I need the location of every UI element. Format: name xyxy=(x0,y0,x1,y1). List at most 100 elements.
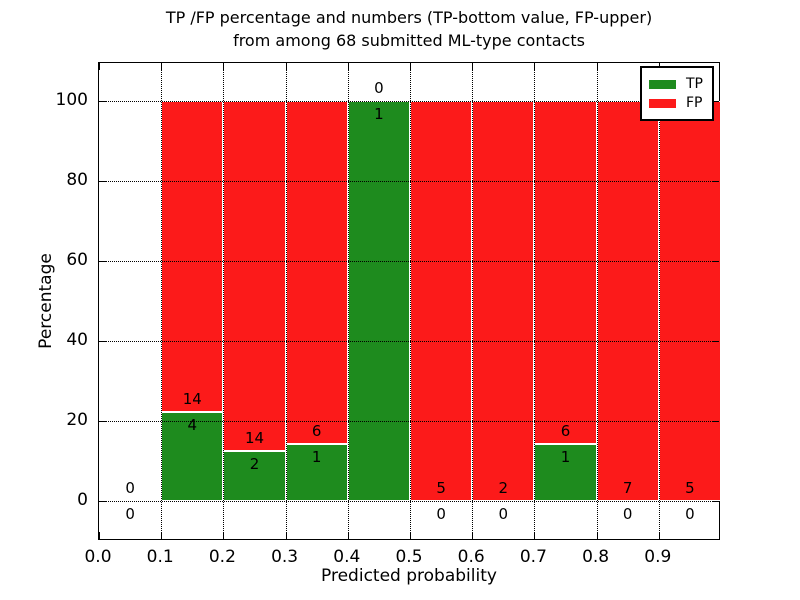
legend-label-tp: TP xyxy=(686,76,703,92)
annotation-fp-count: 5 xyxy=(685,479,695,497)
x-tick-top xyxy=(410,63,411,70)
y-gridline xyxy=(99,261,719,262)
xtick-label: 0.2 xyxy=(208,547,236,567)
y-tick-left xyxy=(99,341,106,342)
x-tick-bottom xyxy=(347,532,349,539)
chart-title: TP /FP percentage and numbers (TP-bottom… xyxy=(98,6,720,52)
annotation-tp-count: 1 xyxy=(311,447,322,466)
x-axis-label: Predicted probability xyxy=(321,566,497,586)
xtick-label: 0.4 xyxy=(333,547,361,567)
legend-item-tp: TP xyxy=(649,76,703,92)
annotation-fp-count: 7 xyxy=(622,479,633,497)
ytick-label: 0 xyxy=(77,490,88,510)
bar-segment-tp xyxy=(223,451,286,501)
x-tick-top xyxy=(472,63,474,70)
annotation-tp-count: 0 xyxy=(436,505,446,523)
ytick-label: 80 xyxy=(66,170,88,190)
chart-title-line2: from among 68 submitted ML-type contacts xyxy=(233,31,585,50)
annotation-tp-count: 0 xyxy=(685,505,695,523)
annotation-fp-count: 6 xyxy=(560,421,571,440)
legend-item-fp: FP xyxy=(649,95,703,111)
bar-segment-fp xyxy=(596,101,659,501)
bar-segment-tp xyxy=(347,101,410,501)
y-tick-right xyxy=(712,421,719,422)
xtick-label: 0.1 xyxy=(146,547,174,567)
annotation-tp-count: 0 xyxy=(125,505,135,523)
x-tick-bottom xyxy=(410,532,411,539)
x-gridline xyxy=(285,63,287,539)
x-gridline xyxy=(472,63,474,539)
annotation-tp-count: 1 xyxy=(374,105,384,123)
x-gridline xyxy=(534,63,536,539)
plot-area: TP FP 0 0 14 4 14 2 6 1 0 1 5 0 2 0 6 1 7 0 5 0 xyxy=(98,62,721,540)
xtick-label: 0.8 xyxy=(582,547,610,567)
x-tick-bottom xyxy=(596,532,598,539)
annotation-fp-count: 0 xyxy=(374,79,384,97)
annotation-fp-count: 6 xyxy=(311,421,322,440)
bar-segment-tp xyxy=(534,443,597,501)
y-tick-left xyxy=(99,181,106,182)
y-tick-left xyxy=(99,421,106,422)
ytick-label: 60 xyxy=(66,250,88,270)
annotation-fp-count: 14 xyxy=(244,429,265,447)
y-tick-left xyxy=(99,101,106,102)
y-gridline xyxy=(99,101,719,102)
annotation-tp-count: 4 xyxy=(187,416,198,435)
x-tick-top xyxy=(99,63,100,70)
annotation-fp-count: 5 xyxy=(436,479,446,497)
x-gridline xyxy=(161,63,163,539)
x-tick-top xyxy=(161,63,163,70)
fp-color-swatch xyxy=(649,98,676,108)
x-tick-top xyxy=(534,63,536,70)
x-tick-top xyxy=(347,63,349,70)
ytick-label: 20 xyxy=(66,410,88,430)
ytick-label: 40 xyxy=(66,330,88,350)
x-tick-top xyxy=(285,63,287,70)
bar-segment-fp xyxy=(285,101,348,444)
bar-segment-fp xyxy=(472,101,535,501)
x-gridline xyxy=(223,63,225,539)
x-tick-bottom xyxy=(285,532,287,539)
legend-label-fp: FP xyxy=(686,95,703,111)
x-tick-bottom xyxy=(472,532,474,539)
y-gridline xyxy=(99,341,719,342)
legend: TP FP xyxy=(640,66,714,121)
xtick-label: 0.9 xyxy=(644,547,672,567)
annotation-tp-count: 1 xyxy=(560,447,571,466)
xtick-label: 0.6 xyxy=(457,547,485,567)
xtick-label: 0.7 xyxy=(519,547,547,567)
x-tick-bottom xyxy=(658,532,660,539)
annotation-tp-count: 0 xyxy=(622,505,633,523)
x-gridline xyxy=(347,63,349,539)
annotation-fp-count: 14 xyxy=(182,390,202,409)
chart-title-line1: TP /FP percentage and numbers (TP-bottom… xyxy=(165,8,653,27)
annotation-tp-count: 0 xyxy=(498,505,509,523)
x-gridline xyxy=(658,63,660,539)
bar-segment-fp xyxy=(658,101,721,501)
y-gridline xyxy=(99,181,719,182)
bar-segment-tp xyxy=(161,412,224,501)
y-tick-right xyxy=(712,501,719,502)
annotation-tp-count: 2 xyxy=(249,455,260,473)
annotation-fp-count: 0 xyxy=(125,479,135,497)
bar-segment-tp xyxy=(285,443,348,501)
y-gridline xyxy=(99,501,719,502)
x-tick-bottom xyxy=(99,532,100,539)
xtick-label: 0.5 xyxy=(395,547,423,567)
ytick-label: 100 xyxy=(55,90,88,110)
x-tick-bottom xyxy=(223,532,225,539)
bar-segment-fp xyxy=(534,101,597,444)
y-tick-right xyxy=(712,341,719,342)
y-tick-left xyxy=(99,261,106,262)
x-tick-bottom xyxy=(161,532,163,539)
tp-color-swatch xyxy=(649,79,676,89)
bar-segment-fp xyxy=(161,101,224,413)
xtick-label: 0.0 xyxy=(84,547,112,567)
bar-segment-fp xyxy=(223,101,286,451)
y-gridline xyxy=(99,421,719,422)
x-tick-top xyxy=(596,63,598,70)
x-tick-bottom xyxy=(534,532,536,539)
x-gridline xyxy=(410,63,411,539)
y-tick-right xyxy=(712,261,719,262)
